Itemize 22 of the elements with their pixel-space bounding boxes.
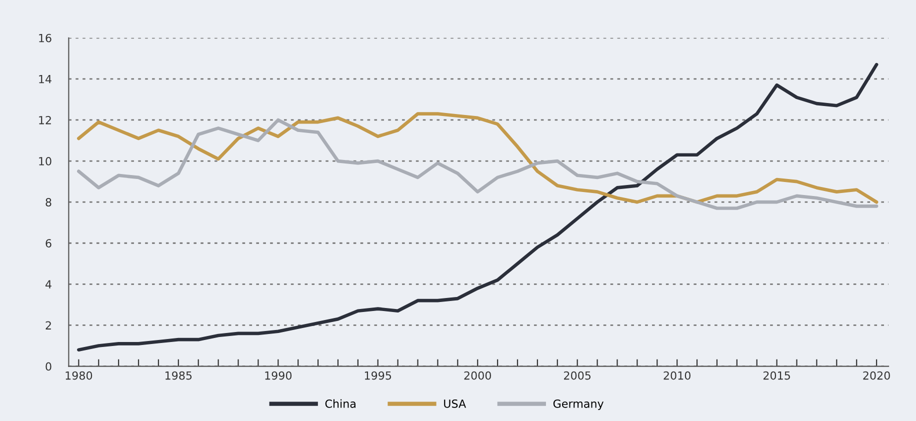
y-tick-label: 14 — [39, 75, 52, 84]
x-tick-label: 1985 — [165, 371, 192, 380]
legend-label: China — [325, 399, 356, 408]
x-tick-label: 2010 — [664, 371, 690, 380]
x-tick-label: 1990 — [265, 371, 292, 380]
x-tick-label: 2020 — [863, 371, 890, 380]
x-tick-label: 1980 — [66, 371, 92, 380]
legend-label: Germany — [553, 399, 604, 410]
y-tick-label: 10 — [39, 157, 52, 166]
y-tick-label: 0 — [46, 362, 52, 371]
y-tick-label: 6 — [46, 239, 52, 248]
legend-label: USA — [444, 399, 466, 408]
x-tick-label: 2000 — [464, 371, 492, 380]
y-tick-label: 2 — [46, 321, 51, 330]
x-tick-label: 1995 — [364, 371, 392, 380]
x-tick-label: 2015 — [763, 371, 790, 380]
x-tick-label: 2005 — [564, 371, 591, 380]
y-tick-label: 4 — [46, 280, 52, 288]
line-series — [77, 62, 878, 352]
y-tick-label: 16 — [39, 34, 52, 42]
y-tick-label: 12 — [39, 116, 51, 124]
y-tick-label: 8 — [46, 198, 52, 206]
